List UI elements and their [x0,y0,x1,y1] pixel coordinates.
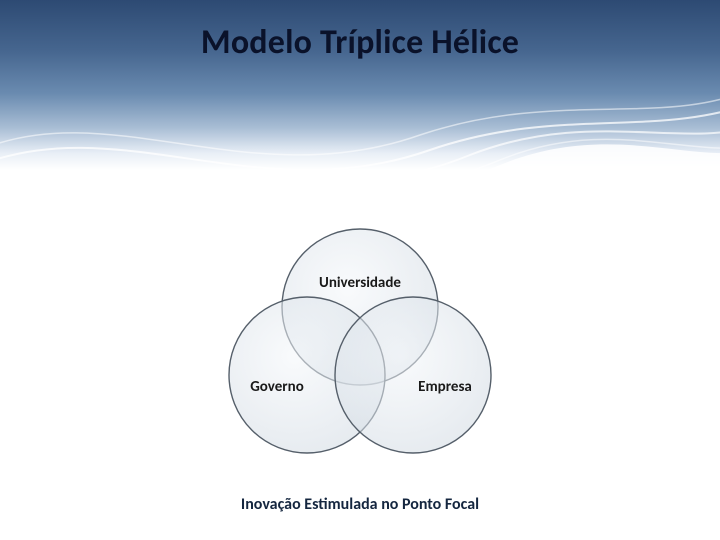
slide: Modelo Tríplice Hélice Universidade Gove… [0,0,720,540]
venn-label-top: Universidade [319,274,401,292]
venn-circle-right [335,297,491,453]
venn-label-left: Governo [250,378,304,396]
venn-label-right: Empresa [418,378,472,396]
slide-title: Modelo Tríplice Hélice [0,22,720,63]
venn-diagram: Universidade Governo Empresa [187,215,533,475]
venn-svg: Universidade Governo Empresa [187,215,533,475]
slide-caption: Inovação Estimulada no Ponto Focal [0,495,720,514]
